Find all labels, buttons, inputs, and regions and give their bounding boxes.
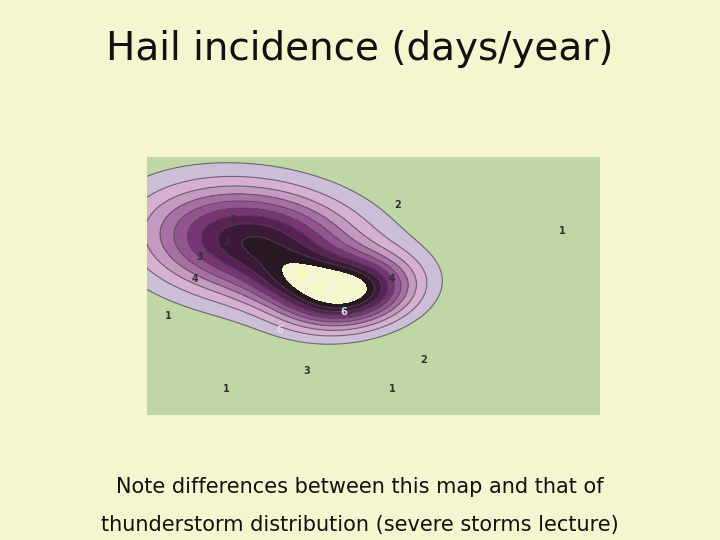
Text: 3: 3	[197, 252, 204, 262]
Text: 8: 8	[314, 285, 321, 295]
Text: 4: 4	[389, 274, 395, 284]
Text: 9: 9	[298, 270, 305, 280]
Text: 1: 1	[389, 384, 395, 394]
Text: 4: 4	[192, 274, 198, 284]
Text: 1: 1	[223, 384, 230, 394]
Text: Hail incidence (days/year): Hail incidence (days/year)	[107, 30, 613, 68]
Text: Note differences between this map and that of: Note differences between this map and th…	[116, 477, 604, 497]
Text: 2: 2	[420, 355, 427, 365]
Text: thunderstorm distribution (severe storms lecture): thunderstorm distribution (severe storms…	[101, 515, 619, 535]
Text: 6: 6	[341, 307, 347, 317]
Text: 1: 1	[165, 310, 171, 321]
Text: 4: 4	[229, 215, 235, 225]
Text: 6: 6	[276, 325, 284, 335]
Text: 3: 3	[303, 366, 310, 376]
Text: 2: 2	[223, 237, 230, 247]
Text: 1: 1	[559, 226, 566, 236]
Text: 2: 2	[394, 200, 400, 211]
